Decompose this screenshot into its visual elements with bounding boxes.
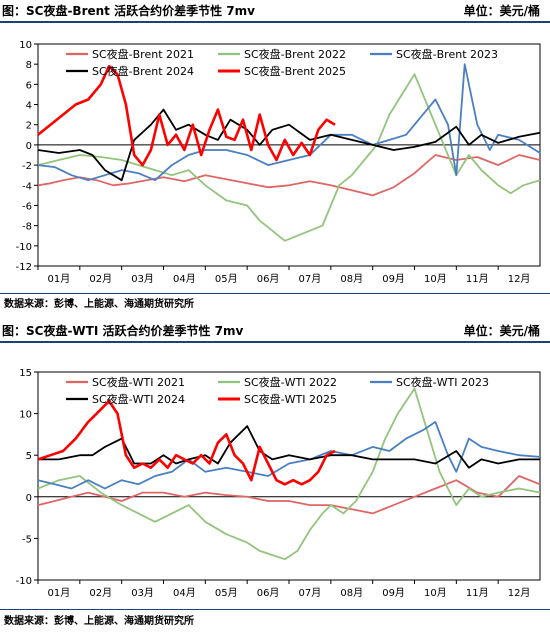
legend-label: SC夜盘-Brent 2023 xyxy=(396,47,498,61)
y-tick-label: -8 xyxy=(22,222,32,233)
chart2-title: 图：SC夜盘-WTI 活跃合约价差季节性 7mv xyxy=(2,323,244,338)
y-tick-label: -5 xyxy=(22,534,32,545)
x-tick-label: 01月 xyxy=(48,587,71,599)
x-tick-label: 03月 xyxy=(131,587,154,599)
y-tick-label: 6 xyxy=(26,80,32,91)
chart1-title: 图：SC夜盘-Brent 活跃合约价差季节性 7mv xyxy=(2,3,255,18)
y-tick-label: 0 xyxy=(26,493,32,504)
chart2-bottom-rule xyxy=(0,609,550,610)
legend-label: SC夜盘-WTI 2025 xyxy=(244,392,337,406)
y-tick-label: -12 xyxy=(16,262,32,273)
y-tick-label: -2 xyxy=(22,161,32,172)
chart2-top-rule xyxy=(0,341,550,343)
x-tick-label: 09月 xyxy=(382,587,405,599)
y-tick-label: 5 xyxy=(26,451,32,462)
x-tick-label: 02月 xyxy=(89,587,112,599)
chart1-header: 图：SC夜盘-Brent 活跃合约价差季节性 7mv 单位：美元/桶 xyxy=(0,0,550,20)
x-tick-label: 04月 xyxy=(173,587,196,599)
x-tick-label: 10月 xyxy=(424,273,447,285)
y-tick-label: 10 xyxy=(19,410,32,421)
chart1-source: 数据来源：彭博、上能源、海通期货研究所 xyxy=(4,299,194,310)
series-line-2025 xyxy=(37,64,336,167)
legend-label: SC夜盘-WTI 2021 xyxy=(92,375,185,389)
y-tick-label: -6 xyxy=(22,201,32,212)
x-tick-label: 08月 xyxy=(340,273,363,285)
y-tick-label: 10 xyxy=(19,40,32,51)
chart1-top-rule xyxy=(0,21,550,23)
y-tick-label: 8 xyxy=(26,60,32,71)
y-tick-label: 0 xyxy=(26,141,32,152)
x-tick-label: 05月 xyxy=(215,587,238,599)
x-tick-label: 04月 xyxy=(173,273,196,285)
x-tick-label: 01月 xyxy=(48,273,71,285)
legend-label: SC夜盘-Brent 2024 xyxy=(92,64,194,78)
x-tick-label: 02月 xyxy=(89,273,112,285)
x-tick-label: 08月 xyxy=(340,587,363,599)
x-tick-label: 12月 xyxy=(508,273,531,285)
x-tick-label: 12月 xyxy=(508,587,531,599)
y-tick-label: 2 xyxy=(26,121,32,132)
x-tick-label: 05月 xyxy=(215,273,238,285)
legend-label: SC夜盘-Brent 2021 xyxy=(92,47,194,61)
legend-label: SC夜盘-WTI 2022 xyxy=(244,375,337,389)
x-tick-label: 06月 xyxy=(257,273,280,285)
series-line-2022 xyxy=(37,73,541,242)
legend-label: SC夜盘-Brent 2025 xyxy=(244,64,346,78)
chart2-header: 图：SC夜盘-WTI 活跃合约价差季节性 7mv 单位：美元/桶 xyxy=(0,320,550,340)
y-tick-label: -10 xyxy=(16,576,32,587)
chart1-plot: 10 8 6 4 2 0 -2 -4 -6 -8 -10 -12 01月 02月 03月 04月 05月 06月 0… xyxy=(16,40,541,285)
x-tick-label: 07月 xyxy=(299,587,322,599)
x-tick-label: 07月 xyxy=(299,273,322,285)
x-tick-label: 09月 xyxy=(382,273,405,285)
chart1-bottom-rule xyxy=(0,293,550,294)
y-tick-label: 15 xyxy=(19,368,32,379)
legend-label: SC夜盘-WTI 2023 xyxy=(396,375,489,389)
series-line-2025 xyxy=(37,399,336,486)
legend-label: SC夜盘-WTI 2024 xyxy=(92,392,185,406)
chart2-unit: 单位：美元/桶 xyxy=(463,323,540,338)
chart2-plot: 15 10 5 0 -5 -10 01月 02月 03月 04月 05月 06月 07月 08月 09月 10… xyxy=(16,368,541,599)
series-line-2024 xyxy=(38,425,540,469)
series-line-2024 xyxy=(37,108,541,182)
legend-label: SC夜盘-Brent 2022 xyxy=(244,47,346,61)
chart1-unit: 单位：美元/桶 xyxy=(463,3,540,18)
x-tick-label: 10月 xyxy=(424,587,447,599)
x-tick-label: 11月 xyxy=(466,587,489,599)
x-tick-label: 06月 xyxy=(257,587,280,599)
y-tick-label: -4 xyxy=(22,181,32,192)
series-line-2023 xyxy=(37,421,541,490)
series-line-2022 xyxy=(37,387,541,561)
y-tick-label: 4 xyxy=(26,101,32,112)
x-tick-label: 11月 xyxy=(466,273,489,285)
x-tick-label: 03月 xyxy=(131,273,154,285)
y-tick-label: -10 xyxy=(16,242,32,253)
chart2-source: 数据来源：彭博、上能源、海通期货研究所 xyxy=(4,616,194,627)
